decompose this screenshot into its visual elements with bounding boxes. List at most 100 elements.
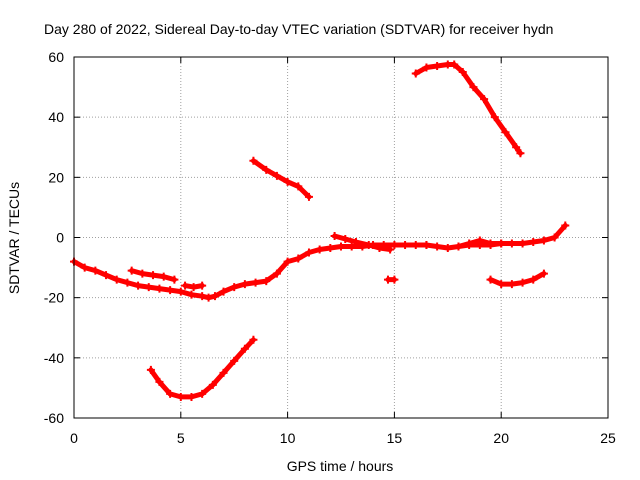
chart-title: Day 280 of 2022, Sidereal Day-to-day VTE…: [44, 21, 553, 37]
data-point: [272, 269, 281, 278]
data-point: [283, 177, 292, 186]
data-point: [146, 365, 155, 374]
data-point: [475, 236, 484, 245]
data-point: [230, 356, 239, 365]
data-point: [422, 63, 431, 72]
y-tick-label: -60: [44, 410, 64, 426]
data-point: [450, 60, 459, 69]
data-point: [539, 269, 548, 278]
series-arc-10: [486, 269, 548, 289]
data-point: [454, 242, 463, 251]
data-point: [219, 287, 228, 296]
data-point: [208, 380, 217, 389]
data-point: [176, 287, 185, 296]
data-point: [304, 248, 313, 257]
data-point: [518, 239, 527, 248]
data-point: [294, 254, 303, 263]
data-point: [341, 235, 350, 244]
data-point: [351, 238, 360, 247]
series-arc-5: [249, 156, 313, 201]
data-point: [294, 182, 303, 191]
data-point: [80, 263, 89, 272]
data-point: [249, 156, 258, 165]
data-point: [330, 231, 339, 240]
data-point: [251, 278, 260, 287]
data-point: [166, 286, 175, 295]
data-point: [166, 389, 175, 398]
data-point: [198, 281, 207, 290]
data-point: [458, 68, 467, 77]
y-tick-label: 20: [48, 169, 64, 185]
data-point: [411, 241, 420, 250]
data-point: [262, 277, 271, 286]
data-point: [189, 283, 198, 292]
data-point: [480, 95, 489, 104]
data-point: [272, 171, 281, 180]
series-arc-7: [383, 275, 399, 284]
data-point: [465, 239, 474, 248]
series-arc-3: [181, 281, 207, 292]
data-point: [176, 392, 185, 401]
data-point: [283, 257, 292, 266]
data-point: [529, 275, 538, 284]
data-point: [170, 275, 179, 284]
data-point: [337, 242, 345, 251]
data-point: [516, 149, 525, 158]
data-point: [507, 280, 516, 289]
x-tick-label: 15: [387, 430, 403, 446]
data-point: [347, 242, 356, 251]
x-tick-label: 20: [493, 430, 509, 446]
data-point: [433, 62, 442, 71]
data-point: [386, 245, 395, 254]
data-point: [469, 83, 478, 92]
data-point: [181, 281, 190, 290]
data-point: [240, 280, 249, 289]
data-point: [187, 392, 196, 401]
data-point: [187, 290, 196, 299]
data-point: [204, 293, 213, 302]
data-point: [315, 245, 324, 254]
data-point: [123, 278, 132, 287]
x-tick-label: 5: [177, 430, 185, 446]
data-point: [326, 244, 335, 253]
data-point: [375, 244, 384, 253]
data-point: [198, 292, 207, 301]
data-point: [127, 266, 136, 275]
axis-ticks: 0 5 10 15 20 25 -60 -40 -20 0 20 40 60: [44, 49, 616, 446]
x-tick-label: 25: [600, 430, 616, 446]
data-point: [112, 275, 121, 284]
data-point: [304, 192, 313, 201]
data-point: [550, 233, 559, 242]
data-point: [433, 242, 442, 251]
data-point: [401, 241, 410, 250]
data-point: [486, 239, 495, 248]
data-point: [507, 239, 516, 248]
data-point: [497, 239, 506, 248]
data-point: [240, 344, 249, 353]
data-point: [198, 389, 207, 398]
data-point: [155, 284, 164, 293]
data-point: [529, 238, 538, 247]
data-point: [390, 275, 399, 284]
series-arc-6: [330, 231, 395, 254]
data-point: [249, 335, 258, 344]
data-point: [149, 271, 158, 280]
data-point: [138, 269, 147, 278]
data-point: [102, 271, 111, 280]
data-point: [230, 283, 239, 292]
x-tick-label: 0: [70, 430, 78, 446]
data-point: [134, 281, 143, 290]
y-tick-label: -20: [44, 290, 64, 306]
y-tick-label: -40: [44, 350, 64, 366]
series-line: [250, 158, 312, 200]
data-point: [561, 221, 570, 230]
data-point: [262, 165, 271, 174]
data-point: [159, 272, 168, 281]
data-point: [490, 113, 499, 122]
data-point: [501, 128, 510, 137]
data-point: [219, 368, 228, 377]
data-point: [155, 377, 164, 386]
series-layer: [70, 60, 570, 401]
data-point: [539, 236, 548, 245]
